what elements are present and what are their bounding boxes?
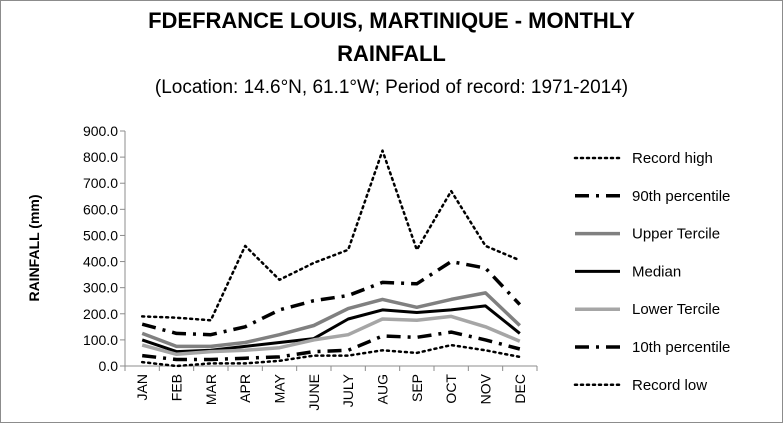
legend-label-90th-percentile: 90th percentile (632, 188, 730, 205)
y-tick-label: 100.0 (83, 332, 118, 348)
x-tick-label: APR (237, 374, 253, 403)
series-line-record-low (140, 343, 522, 368)
x-tick-label: FEB (169, 374, 185, 401)
y-tick-label: 400.0 (83, 254, 118, 270)
y-tick-label: 600.0 (83, 201, 118, 217)
x-tick-label: AUG (375, 374, 391, 404)
x-tick-label: SEP (409, 374, 425, 402)
x-tick-label: MAY (272, 373, 288, 403)
x-tick-labels: JAN FEB MAR APR MAY JUNE JULY AUG SEP OCT NOV DEC (134, 373, 528, 410)
legend: Record high 90th percentile Upper Tercile M… (573, 150, 730, 394)
series-line-upper-tercile (141, 291, 522, 349)
series-line-record-high (140, 149, 522, 322)
x-tick-label: JAN (134, 374, 150, 400)
x-tick-label: MAR (203, 374, 219, 405)
x-tick-label: OCT (443, 374, 459, 404)
series-line-lower-tercile (141, 314, 521, 357)
chart-title-line-1: FDEFRANCE LOUIS, MARTINIQUE - MONTHLY (148, 8, 635, 33)
chart-title-line-2: RAINFALL (337, 41, 446, 66)
y-tick-label: 0.0 (99, 358, 119, 374)
legend-label-10th-percentile: 10th percentile (632, 339, 730, 356)
axes (120, 130, 538, 371)
y-tick-label: 800.0 (83, 149, 118, 165)
chart-subtitle: (Location: 14.6°N, 61.1°W; Period of rec… (154, 77, 629, 98)
x-tick-label: NOV (478, 373, 494, 404)
legend-label-record-high: Record high (632, 150, 713, 167)
y-tick-labels: 0.0 100.0 200.0 300.0 400.0 500.0 600.0 700.0 80… (83, 123, 118, 374)
y-tick-label: 500.0 (83, 227, 118, 243)
y-tick-label: 200.0 (83, 306, 118, 322)
series-lines (140, 149, 522, 368)
legend-label-record-low: Record low (632, 377, 707, 394)
y-tick-label: 300.0 (83, 280, 118, 296)
legend-label-lower-tercile: Lower Tercile (632, 301, 720, 318)
legend-label-median: Median (632, 263, 681, 280)
series-line-10th-percentile (142, 330, 521, 362)
y-tick-label: 900.0 (83, 123, 118, 139)
series-line-90th-percentile (141, 259, 522, 337)
x-tick-label: JUNE (306, 374, 322, 411)
x-tick-label: DEC (512, 374, 528, 404)
y-tick-label: 700.0 (83, 175, 118, 191)
x-tick-label: JULY (340, 373, 356, 407)
legend-label-upper-tercile: Upper Tercile (632, 226, 720, 243)
